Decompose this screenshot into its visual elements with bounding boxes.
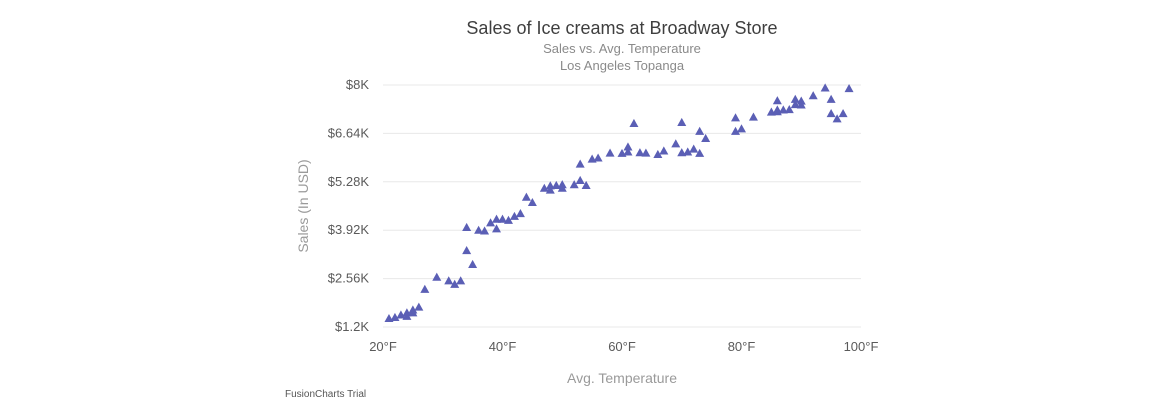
data-point[interactable] [623, 147, 633, 156]
data-point[interactable] [832, 114, 842, 123]
data-point[interactable] [677, 117, 687, 126]
data-point[interactable] [731, 126, 741, 135]
x-tick-label: 100°F [844, 339, 879, 354]
data-point[interactable] [414, 302, 424, 311]
data-point[interactable] [635, 148, 645, 157]
data-point[interactable] [402, 311, 412, 320]
data-point[interactable] [826, 108, 836, 118]
data-point[interactable] [545, 181, 555, 190]
x-tick-label: 60°F [608, 339, 636, 354]
data-point[interactable] [396, 310, 406, 319]
data-point[interactable] [492, 224, 502, 233]
data-point[interactable] [671, 139, 681, 148]
data-point[interactable] [515, 208, 525, 218]
data-point[interactable] [492, 214, 502, 223]
data-point[interactable] [605, 148, 615, 157]
y-tick-label: $1.2K [335, 319, 369, 334]
x-tick-label: 40°F [489, 339, 517, 354]
y-axis-label: Sales (In USD) [295, 159, 311, 252]
data-point[interactable] [838, 108, 848, 118]
data-point[interactable] [456, 276, 466, 285]
data-point[interactable] [808, 91, 818, 100]
data-point[interactable] [581, 180, 591, 189]
gridlines [383, 84, 861, 328]
y-tick-label: $6.64K [328, 125, 370, 140]
data-point[interactable] [784, 105, 794, 114]
data-point[interactable] [653, 149, 663, 158]
data-point[interactable] [790, 100, 800, 109]
chart-subtitle: Sales vs. Avg. Temperature [543, 41, 701, 56]
data-point[interactable] [844, 84, 854, 93]
data-point[interactable] [772, 96, 782, 105]
chart-subtitle-location: Los Angeles Topanga [560, 58, 685, 73]
data-point[interactable] [695, 148, 705, 157]
data-point[interactable] [468, 259, 478, 268]
data-point[interactable] [623, 142, 633, 151]
data-point[interactable] [820, 83, 830, 92]
data-point[interactable] [766, 107, 776, 116]
y-tick-label: $5.28K [328, 174, 370, 189]
y-tick-label: $3.92K [328, 222, 370, 237]
x-tick-label: 20°F [369, 339, 397, 354]
data-point[interactable] [701, 133, 711, 142]
y-tick-label: $2.56K [328, 271, 370, 286]
data-point[interactable] [450, 279, 460, 288]
y-axis-ticks: $1.2K $2.56K $3.92K $5.28K $6.64K $8K [328, 77, 370, 334]
data-point[interactable] [796, 96, 806, 105]
data-point[interactable] [432, 272, 442, 281]
data-point[interactable] [575, 159, 585, 168]
data-point[interactable] [593, 153, 603, 162]
data-point[interactable] [695, 126, 705, 135]
data-point[interactable] [408, 308, 418, 317]
data-point[interactable] [521, 192, 531, 201]
data-point[interactable] [480, 226, 490, 235]
data-point[interactable] [420, 284, 430, 293]
data-point[interactable] [659, 146, 669, 155]
data-point[interactable] [390, 312, 400, 321]
data-point[interactable] [737, 124, 746, 133]
data-point[interactable] [474, 225, 484, 234]
data-point[interactable] [486, 218, 496, 227]
data-point[interactable] [641, 148, 651, 157]
data-point[interactable] [731, 113, 741, 122]
data-point[interactable] [498, 214, 507, 223]
data-point[interactable] [629, 118, 639, 128]
x-axis-ticks: 20°F 40°F 60°F 80°F 100°F [369, 339, 878, 354]
data-point[interactable] [689, 144, 699, 153]
data-point[interactable] [462, 222, 472, 231]
data-points [384, 83, 854, 323]
watermark: FusionCharts Trial [285, 389, 366, 400]
x-axis-label: Avg. Temperature [567, 370, 677, 386]
data-point[interactable] [462, 245, 472, 255]
data-point[interactable] [527, 197, 537, 207]
data-point[interactable] [683, 147, 693, 156]
x-tick-label: 80°F [728, 339, 756, 354]
data-point[interactable] [569, 180, 579, 189]
data-point[interactable] [539, 183, 549, 192]
data-point[interactable] [748, 112, 758, 121]
data-point[interactable] [509, 211, 519, 220]
data-point[interactable] [557, 183, 567, 192]
y-tick-label: $8K [346, 77, 369, 92]
data-point[interactable] [503, 215, 513, 224]
data-point[interactable] [545, 185, 555, 194]
chart-title: Sales of Ice creams at Broadway Store [466, 18, 777, 38]
data-point[interactable] [778, 105, 788, 114]
data-point[interactable] [790, 94, 800, 103]
data-point[interactable] [444, 276, 454, 285]
data-point[interactable] [826, 94, 836, 103]
data-point[interactable] [575, 175, 585, 184]
